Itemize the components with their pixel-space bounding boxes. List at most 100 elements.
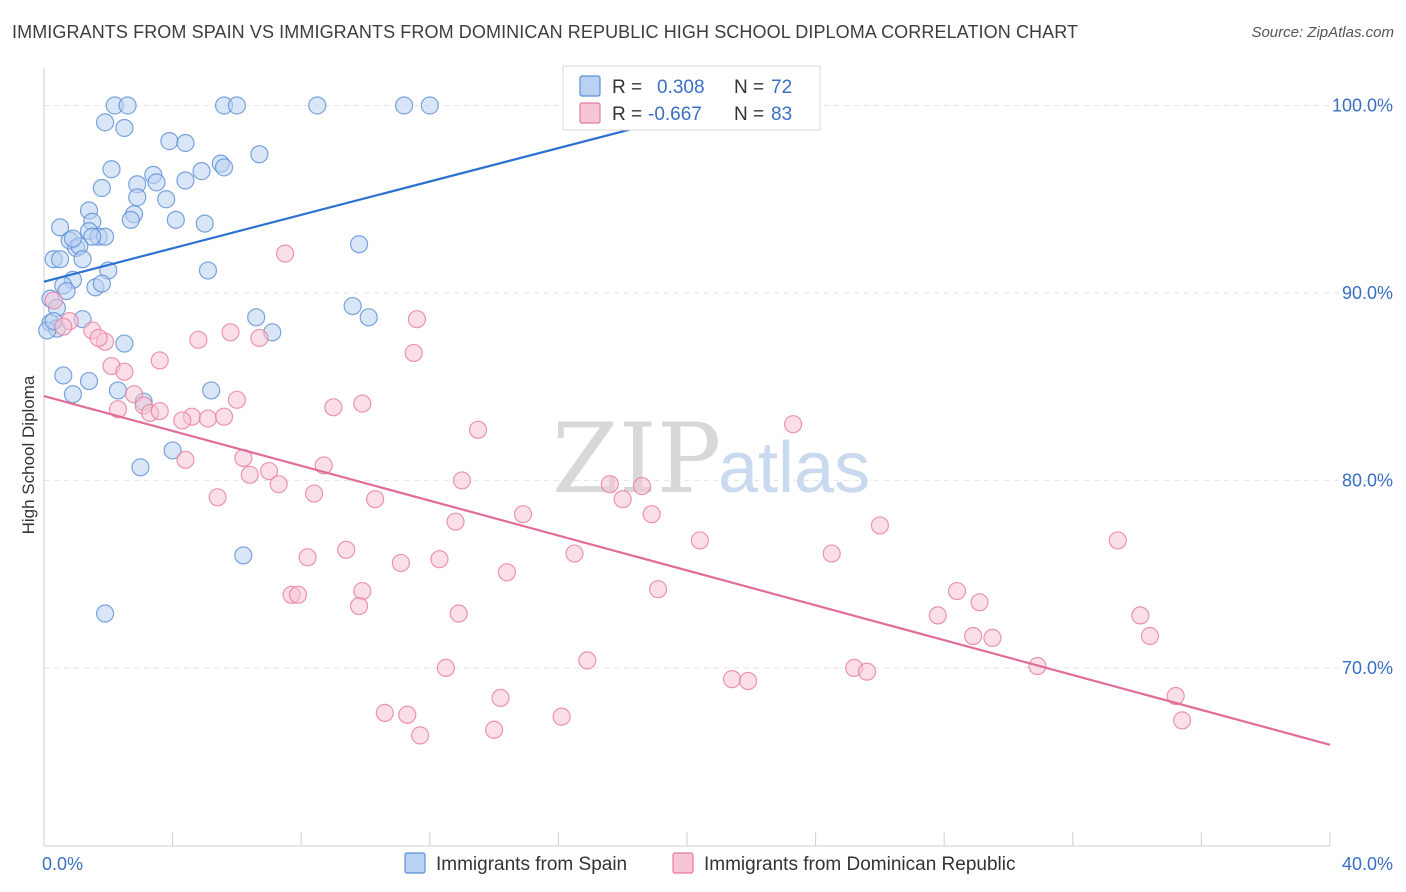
point-dominican-72: [722, 670, 742, 689]
trend-line-dominican: [43, 395, 1331, 746]
point-spain-20: [92, 178, 111, 198]
legend-n-label-spain: N =: [734, 77, 764, 98]
point-dominican-74: [491, 688, 510, 707]
point-spain-61: [163, 441, 182, 460]
legend-n-value-spain: 72: [771, 77, 792, 98]
point-spain-54: [115, 334, 134, 353]
x-tick-labels: 0.0% 40.0%: [42, 854, 1393, 874]
point-dominican-34: [208, 488, 227, 507]
point-spain-44: [57, 281, 76, 301]
point-dominican-29: [259, 461, 279, 481]
bottom-legend-swatch-dominican: [672, 852, 694, 874]
point-spain-40: [198, 261, 218, 280]
point-dominican-6: [276, 244, 295, 263]
point-dominican-49: [391, 553, 410, 573]
legend-r-label-spain: R =: [612, 77, 642, 98]
point-spain-4: [308, 96, 327, 115]
point-dominican-38: [632, 476, 652, 496]
point-spain-70: [192, 162, 211, 181]
point-dominican-4: [89, 328, 108, 348]
point-spain-58: [108, 381, 128, 400]
point-dominican-43: [642, 505, 661, 524]
chart-source: Source: ZipAtlas.com: [1251, 24, 1394, 41]
point-dominican-81: [1173, 711, 1192, 730]
point-dominican-52: [870, 516, 890, 535]
point-dominican-42: [513, 505, 533, 524]
point-dominican-32: [452, 471, 472, 490]
point-dominican-0: [44, 291, 63, 310]
point-spain-1: [118, 96, 137, 115]
point-dominican-30: [240, 465, 259, 484]
point-spain-64: [95, 604, 115, 623]
point-dominican-50: [497, 563, 517, 582]
point-dominican-46: [298, 548, 317, 567]
point-spain-9: [115, 118, 134, 138]
point-spain-33: [349, 235, 369, 254]
series-dominican-points: [44, 244, 1192, 745]
point-dominican-28: [176, 450, 195, 469]
point-spain-14: [214, 158, 234, 177]
point-dominican-5: [54, 317, 73, 336]
point-dominican-24: [324, 398, 343, 417]
x-tick-label-1: 40.0%: [1342, 854, 1393, 874]
point-spain-10: [160, 132, 179, 151]
point-spain-21: [128, 188, 147, 207]
legend-swatch-spain: [579, 75, 601, 97]
point-spain-19: [176, 171, 195, 190]
point-dominican-18: [108, 400, 128, 419]
point-dominican-26: [468, 420, 488, 439]
watermark-atlas: atlas: [718, 428, 870, 508]
point-spain-55: [54, 366, 73, 385]
point-dominican-57: [648, 580, 668, 599]
point-dominican-79: [411, 726, 430, 745]
legend-r-value-spain: 0.308: [657, 77, 705, 98]
point-spain-11: [176, 133, 195, 153]
y-axis-label: High School Diploma: [19, 375, 38, 534]
point-dominican-63: [964, 626, 983, 646]
series-legend: Immigrants from Spain Immigrants from Do…: [404, 852, 1016, 875]
point-dominican-48: [430, 550, 449, 569]
point-dominican-39: [613, 490, 632, 509]
point-spain-37: [50, 250, 70, 269]
point-dominican-61: [947, 581, 967, 601]
point-dominican-37: [600, 475, 619, 494]
point-dominican-25: [353, 394, 372, 413]
point-dominican-40: [783, 415, 803, 434]
watermark: ZIP atlas: [552, 403, 870, 515]
point-dominican-44: [690, 531, 709, 550]
legend-n-label-dominican: N =: [734, 104, 764, 125]
point-dominican-80: [1166, 686, 1185, 706]
grid-lines: [44, 104, 1392, 669]
point-spain-49: [359, 308, 378, 327]
point-spain-71: [63, 229, 83, 248]
bottom-legend-swatch-spain: [404, 852, 426, 874]
y-tick-label-3: 100.0%: [1332, 95, 1393, 115]
stats-legend-box: R = 0.308 N = 72 R = -0.667 N = 83: [562, 65, 821, 131]
point-dominican-22: [214, 407, 234, 426]
point-spain-3: [227, 96, 246, 115]
point-spain-69: [157, 190, 176, 209]
axes: [43, 68, 1331, 847]
point-dominican-70: [857, 662, 877, 681]
point-dominican-51: [822, 544, 841, 563]
point-spain-48: [247, 308, 266, 327]
point-dominican-21: [198, 409, 218, 428]
point-dominican-60: [928, 606, 947, 625]
legend-swatch-dominican: [579, 102, 601, 124]
point-dominican-73: [738, 671, 758, 691]
legend-r-label-dominican: R =: [612, 104, 642, 125]
point-dominican-75: [375, 703, 394, 722]
point-dominican-76: [398, 705, 417, 724]
point-dominican-78: [485, 720, 504, 739]
y-tick-label-0: 70.0%: [1342, 658, 1393, 678]
point-spain-6: [420, 96, 439, 115]
point-spain-63: [234, 546, 253, 565]
point-dominican-33: [269, 475, 288, 494]
point-spain-24: [166, 210, 185, 229]
point-dominican-45: [565, 544, 584, 563]
point-dominican-12: [150, 351, 169, 370]
point-dominican-82: [150, 401, 169, 421]
watermark-zip: ZIP: [552, 403, 721, 515]
point-spain-17: [147, 173, 166, 192]
